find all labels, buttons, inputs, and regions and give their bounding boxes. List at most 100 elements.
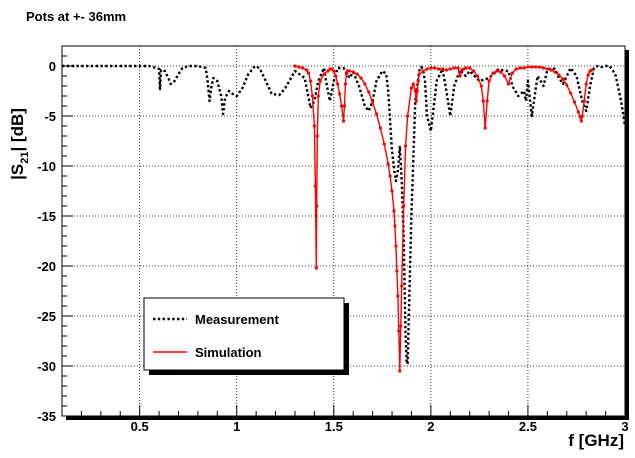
series-point-simulation — [374, 112, 379, 116]
series-point-simulation — [491, 71, 495, 75]
series-point-simulation — [314, 266, 318, 270]
series-point-simulation — [339, 104, 344, 108]
series-point-simulation — [359, 76, 363, 80]
series-point-simulation — [444, 68, 448, 72]
series-point-simulation — [468, 66, 472, 70]
series-point-simulation — [297, 65, 301, 69]
y-tick-label: -20 — [37, 259, 56, 274]
y-tick-label: -35 — [37, 409, 56, 424]
series-point-simulation — [471, 69, 476, 73]
series-layer — [62, 64, 627, 373]
series-point-simulation — [394, 244, 398, 248]
series-point-simulation — [414, 99, 418, 103]
series-point-simulation — [475, 74, 480, 78]
series-point-simulation — [351, 70, 355, 74]
series-point-simulation — [386, 162, 390, 166]
svg-text:|S21| [dB]: |S21| [dB] — [8, 108, 31, 180]
series-point-simulation — [400, 284, 404, 288]
series-point-simulation — [396, 294, 400, 298]
series-point-simulation — [458, 74, 462, 78]
series-point-simulation — [415, 89, 419, 93]
x-tick-label: 1.5 — [325, 419, 343, 434]
series-point-simulation — [545, 67, 549, 71]
series-point-simulation — [448, 67, 452, 71]
series-point-simulation — [312, 124, 316, 128]
series-point-simulation — [569, 91, 573, 95]
series-point-simulation — [437, 67, 441, 71]
series-point-simulation — [590, 68, 594, 72]
y-tick-label: 0 — [49, 59, 56, 74]
series-point-simulation — [553, 70, 557, 74]
series-point-simulation — [378, 126, 382, 130]
series-point-simulation — [503, 74, 507, 78]
y-tick-labels: 0 -5 -10 -15 -20 -25 -30 -35 — [37, 59, 56, 424]
series-point-simulation — [579, 119, 583, 123]
plot-frame — [61, 45, 626, 417]
series-point-simulation — [334, 74, 338, 78]
series-point-simulation — [586, 73, 590, 77]
series-point-simulation — [310, 94, 315, 98]
series-point-simulation — [398, 369, 402, 373]
series-point-simulation — [483, 126, 487, 130]
series-point-simulation — [330, 67, 334, 71]
series-point-simulation — [557, 73, 561, 77]
series-point-simulation — [341, 119, 346, 123]
series-point-simulation — [487, 79, 491, 83]
series-point-simulation — [318, 79, 322, 83]
series-point-simulation — [526, 65, 530, 69]
series-point-simulation — [402, 204, 406, 208]
series-point-simulation — [510, 71, 514, 75]
series-point-simulation — [452, 66, 456, 70]
y-tick-label: -25 — [37, 309, 56, 324]
series-point-simulation — [301, 66, 305, 70]
y-tick-label: -5 — [44, 109, 56, 124]
series-point-simulation — [429, 66, 433, 70]
series-point-simulation — [541, 66, 546, 70]
x-axis-label: f [GHz] — [568, 431, 624, 450]
series-point-simulation — [479, 84, 483, 88]
series-point-simulation — [308, 79, 313, 83]
series-point-simulation — [549, 68, 553, 72]
legend: Measurement Simulation — [143, 297, 349, 375]
series-point-simulation — [481, 99, 485, 103]
y-tick-label: -15 — [37, 209, 56, 224]
series-point-simulation — [405, 114, 410, 118]
x-tick-label: 3 — [621, 419, 628, 434]
series-point-simulation — [409, 86, 414, 90]
series-point-simulation — [336, 82, 340, 86]
series-point-simulation — [316, 94, 320, 98]
series-point-simulation — [485, 99, 489, 103]
x-tick-label: 1 — [233, 419, 240, 434]
series-point-simulation — [388, 174, 392, 178]
series-point-simulation — [584, 82, 588, 86]
series-point-simulation — [305, 68, 309, 72]
series-point-simulation — [395, 269, 399, 273]
y-axis-label-sub: 21 — [19, 152, 31, 164]
series-point-simulation — [332, 69, 336, 73]
y-axis-label-main: |S — [8, 164, 27, 180]
legend-label-simulation: Simulation — [195, 345, 262, 360]
series-point-simulation — [342, 104, 347, 108]
x-tick-label: 2 — [427, 419, 434, 434]
series-point-simulation — [371, 100, 375, 104]
series-point-simulation — [343, 82, 348, 86]
series-point-simulation — [313, 184, 317, 188]
series-point-simulation — [322, 72, 326, 76]
series-point-simulation — [572, 100, 577, 104]
series-point-simulation — [530, 65, 534, 69]
x-tick-label: 2.5 — [519, 419, 537, 434]
x-tick-labels: 0.5 1 1.5 2 2.5 3 — [131, 419, 629, 434]
series-point-simulation — [416, 79, 420, 83]
series-point-simulation — [393, 224, 397, 228]
series-point-simulation — [397, 329, 401, 333]
y-tick-label: -30 — [37, 359, 56, 374]
series-point-simulation — [390, 189, 394, 193]
series-point-simulation — [347, 69, 351, 73]
series-point-simulation — [392, 209, 396, 213]
series-point-simulation — [433, 66, 437, 70]
y-axis-label-tail: | [dB] — [8, 108, 27, 151]
series-point-simulation — [293, 64, 297, 68]
series-point-simulation — [382, 142, 386, 146]
series-point-simulation — [344, 72, 349, 76]
